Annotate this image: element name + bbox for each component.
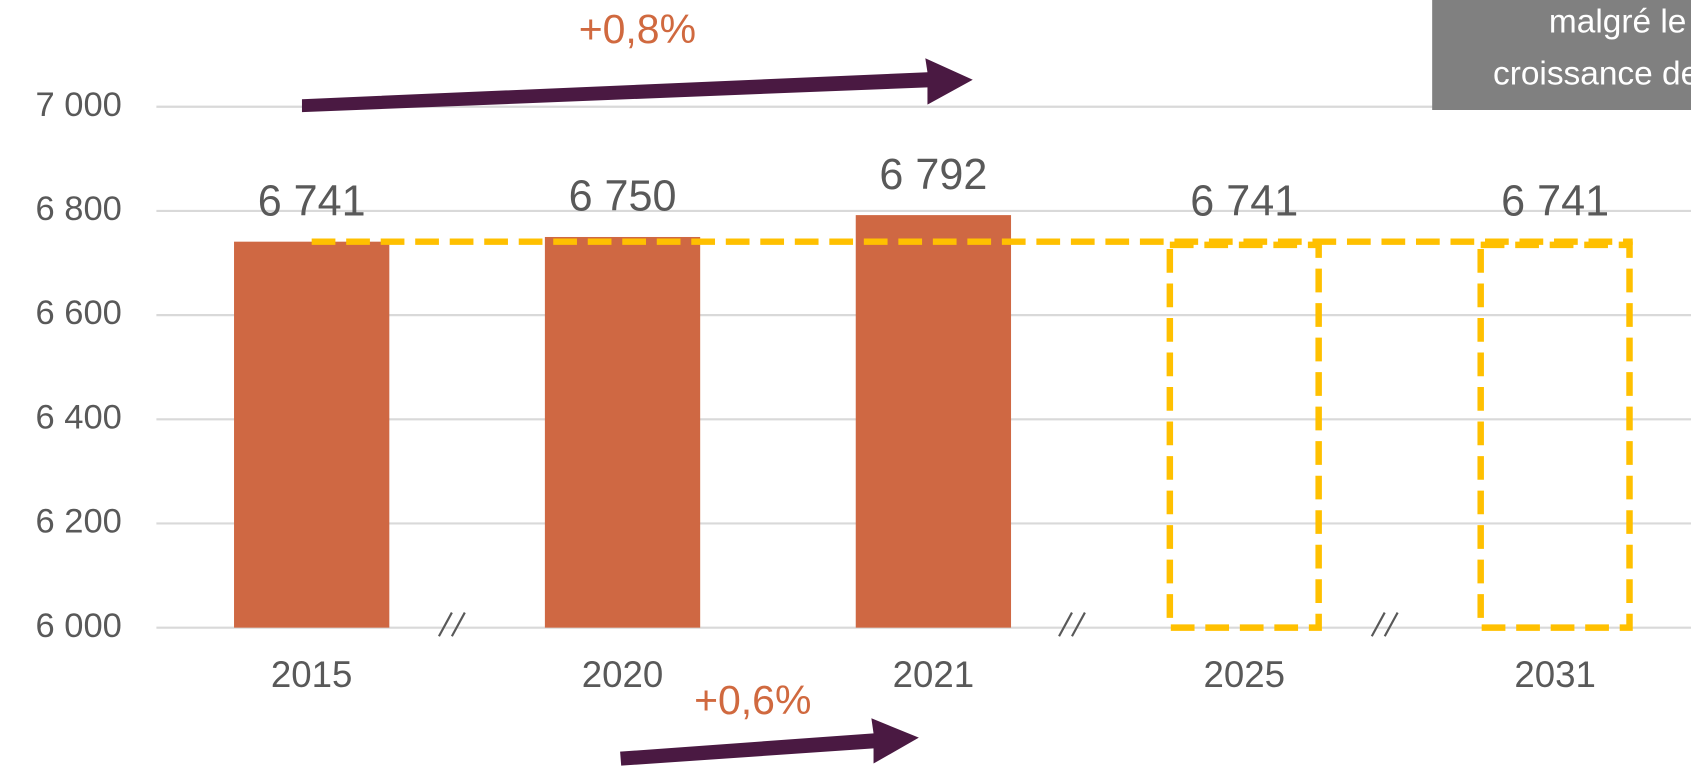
arrow [620,718,919,766]
y-tick-label: 6 400 [36,398,122,436]
x-tick-label: 2031 [1514,654,1596,695]
annotation: +0,6% [694,677,811,723]
value-label: 6 792 [879,151,987,199]
y-tick-label: 6 600 [36,294,122,332]
y-tick-label: 6 000 [36,607,122,645]
bar [234,241,390,628]
value-label: 6 741 [1501,177,1609,225]
x-tick-label: 2025 [1203,654,1285,695]
bar [855,215,1012,628]
projected-bar [1477,241,1633,631]
bar [544,236,701,628]
axis-break [437,612,1399,637]
note-box [1432,0,1691,110]
projected-bar [1166,241,1322,631]
y-tick-label: 7 000 [36,86,122,124]
value-label: 6 741 [1190,177,1298,225]
y-tick-label: 6 800 [36,190,122,228]
value-label: 6 750 [569,173,677,221]
note-text: malgré le [1549,4,1686,41]
x-tick-label: 2021 [893,654,975,695]
y-tick-label: 6 200 [36,503,122,541]
note-text: croissance de [1493,55,1691,92]
x-tick-label: 2015 [271,654,353,695]
x-tick-label: 2020 [582,654,664,695]
arrow [301,58,973,113]
value-label: 6 741 [258,177,366,225]
annotation: +0,8% [579,6,696,52]
